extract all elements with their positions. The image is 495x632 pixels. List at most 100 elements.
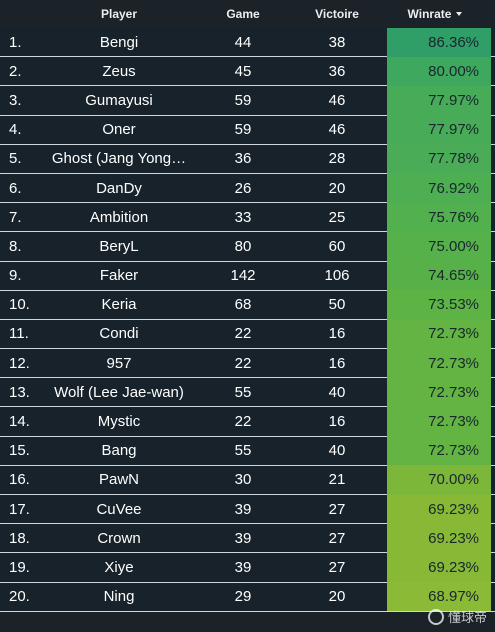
winrate-cell: 69.23% bbox=[387, 494, 491, 524]
table-body: 1. Bengi 44 38 86.36% 2. Zeus 45 36 80.00% 3. Gumay… bbox=[0, 27, 495, 612]
victoire-header[interactable]: Victoire bbox=[315, 7, 359, 21]
victoire-cell: 40 bbox=[328, 442, 346, 460]
game-cell: 59 bbox=[234, 91, 252, 109]
game-cell: 80 bbox=[234, 237, 252, 255]
table-row[interactable]: 15. Bang 55 40 72.73% bbox=[0, 436, 495, 466]
table-row[interactable]: 11. Condi 22 16 72.73% bbox=[0, 319, 495, 350]
table-row[interactable]: 13. Wolf (Lee Jae-wan) 55 40 72.73% bbox=[0, 377, 495, 408]
player-cell: PawN bbox=[98, 471, 139, 489]
table-row[interactable]: 17. CuVee 39 27 69.23% bbox=[0, 494, 495, 525]
rank-cell: 13. bbox=[9, 383, 30, 401]
player-header[interactable]: Player bbox=[100, 7, 138, 21]
game-cell: 26 bbox=[234, 179, 252, 197]
player-cell: BeryL bbox=[99, 237, 139, 255]
game-cell: 68 bbox=[234, 296, 252, 314]
winrate-cell: 75.76% bbox=[387, 202, 491, 232]
victoire-cell: 21 bbox=[328, 471, 346, 489]
victoire-cell: 16 bbox=[328, 354, 346, 372]
player-cell: Zeus bbox=[102, 62, 136, 80]
table-header: Player Game Victoire Winrate bbox=[0, 0, 495, 28]
game-cell: 45 bbox=[234, 62, 252, 80]
table-row[interactable]: 1. Bengi 44 38 86.36% bbox=[0, 27, 495, 58]
rank-cell: 10. bbox=[9, 296, 30, 314]
victoire-cell: 20 bbox=[328, 588, 346, 606]
winrate-cell: 72.73% bbox=[387, 436, 491, 466]
player-cell: Faker bbox=[99, 267, 139, 285]
winrate-header[interactable]: Winrate bbox=[382, 7, 488, 21]
winrate-cell: 72.73% bbox=[387, 377, 491, 407]
rank-cell: 3. bbox=[9, 91, 22, 109]
rank-cell: 17. bbox=[9, 500, 30, 518]
winrate-cell: 69.23% bbox=[387, 523, 491, 553]
winrate-cell: 72.73% bbox=[387, 319, 491, 349]
table-row[interactable]: 8. BeryL 80 60 75.00% bbox=[0, 231, 495, 262]
rank-cell: 8. bbox=[9, 237, 22, 255]
player-cell: Bengi bbox=[99, 33, 139, 51]
victoire-cell: 20 bbox=[328, 179, 346, 197]
player-cell: Oner bbox=[102, 121, 136, 139]
player-cell: Ning bbox=[103, 588, 135, 606]
game-cell: 30 bbox=[234, 471, 252, 489]
rank-cell: 6. bbox=[9, 179, 22, 197]
game-cell: 22 bbox=[234, 354, 252, 372]
rank-cell: 16. bbox=[9, 471, 30, 489]
game-cell: 36 bbox=[234, 150, 252, 168]
player-cell: Gumayusi bbox=[85, 91, 153, 109]
rank-cell: 9. bbox=[9, 267, 22, 285]
rank-cell: 1. bbox=[9, 33, 22, 51]
table-row[interactable]: 14. Mystic 22 16 72.73% bbox=[0, 406, 495, 437]
game-cell: 44 bbox=[234, 33, 252, 51]
rank-cell: 5. bbox=[9, 150, 22, 168]
game-cell: 59 bbox=[234, 121, 252, 139]
game-cell: 39 bbox=[234, 529, 252, 547]
victoire-cell: 46 bbox=[328, 91, 346, 109]
rank-cell: 18. bbox=[9, 529, 30, 547]
rank-cell: 19. bbox=[9, 558, 30, 576]
table-row[interactable]: 12. 957 22 16 72.73% bbox=[0, 348, 495, 379]
winrate-cell: 72.73% bbox=[387, 348, 491, 378]
victoire-cell: 36 bbox=[328, 62, 346, 80]
victoire-cell: 46 bbox=[328, 121, 346, 139]
winrate-cell: 76.92% bbox=[387, 173, 491, 203]
table-row[interactable]: 16. PawN 30 21 70.00% bbox=[0, 465, 495, 495]
player-cell: 957 bbox=[106, 354, 132, 372]
victoire-cell: 25 bbox=[328, 208, 346, 226]
rank-cell: 12. bbox=[9, 354, 30, 372]
winrate-cell: 77.97% bbox=[387, 85, 491, 116]
game-cell: 39 bbox=[234, 500, 252, 518]
victoire-cell: 40 bbox=[328, 383, 346, 401]
table-row[interactable]: 5. Ghost (Jang Yong… 36 28 77.78% bbox=[0, 144, 495, 174]
player-cell: Wolf (Lee Jae-wan) bbox=[54, 383, 184, 401]
game-cell: 55 bbox=[234, 383, 252, 401]
rank-cell: 15. bbox=[9, 442, 30, 460]
game-header[interactable]: Game bbox=[226, 7, 260, 21]
victoire-cell: 27 bbox=[328, 558, 346, 576]
rank-cell: 11. bbox=[9, 325, 29, 343]
victoire-cell: 27 bbox=[328, 529, 346, 547]
rank-cell: 20. bbox=[9, 588, 30, 606]
table-row[interactable]: 9. Faker 142 106 74.65% bbox=[0, 261, 495, 291]
winrate-cell: 80.00% bbox=[387, 56, 491, 86]
victoire-cell: 28 bbox=[328, 150, 346, 168]
victoire-cell: 38 bbox=[328, 33, 346, 51]
table-row[interactable]: 2. Zeus 45 36 80.00% bbox=[0, 56, 495, 87]
table-row[interactable]: 4. Oner 59 46 77.97% bbox=[0, 115, 495, 145]
player-cell: Bang bbox=[101, 442, 137, 460]
table-row[interactable]: 7. Ambition 33 25 75.76% bbox=[0, 202, 495, 233]
table-row[interactable]: 18. Crown 39 27 69.23% bbox=[0, 523, 495, 554]
winrate-cell: 72.73% bbox=[387, 406, 491, 437]
game-cell: 142 bbox=[230, 267, 256, 285]
table-row[interactable]: 3. Gumayusi 59 46 77.97% bbox=[0, 85, 495, 116]
rank-cell: 7. bbox=[9, 208, 22, 226]
winrate-cell: 75.00% bbox=[387, 231, 491, 261]
player-cell: Mystic bbox=[97, 413, 141, 431]
victoire-cell: 50 bbox=[328, 296, 346, 314]
table-row[interactable]: 6. DanDy 26 20 76.92% bbox=[0, 173, 495, 204]
table-row[interactable]: 10. Keria 68 50 73.53% bbox=[0, 290, 495, 320]
winrate-cell: 77.97% bbox=[387, 115, 491, 145]
table-row[interactable]: 19. Xiye 39 27 69.23% bbox=[0, 552, 495, 583]
game-cell: 22 bbox=[234, 325, 252, 343]
sort-desc-icon[interactable] bbox=[456, 12, 463, 16]
table-row[interactable]: 20. Ning 29 20 68.97% bbox=[0, 582, 495, 612]
